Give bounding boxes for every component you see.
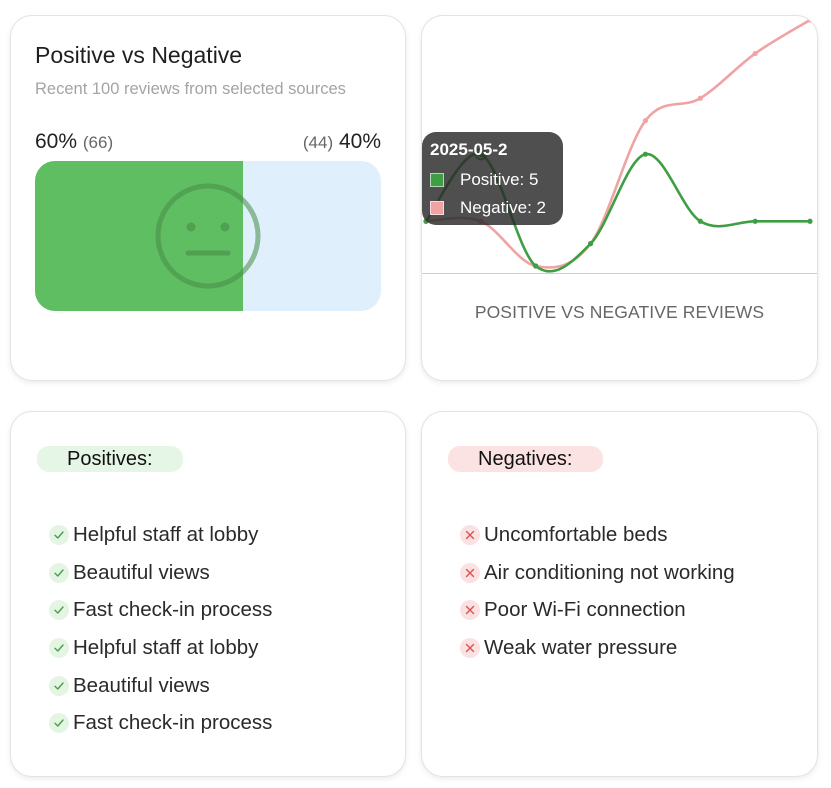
check-icon xyxy=(49,713,69,734)
neutral-face-icon xyxy=(155,183,261,289)
positive-list-item: Fast check-in process xyxy=(49,591,272,629)
positive-count: (66) xyxy=(82,133,114,152)
positive-list-item: Helpful staff at lobby xyxy=(49,516,272,554)
check-icon xyxy=(49,600,69,621)
x-axis-line xyxy=(422,273,817,274)
check-icon xyxy=(49,524,69,545)
negative-data-point[interactable] xyxy=(697,95,703,101)
positive-item-text: Helpful staff at lobby xyxy=(73,522,259,546)
cross-icon xyxy=(460,562,480,583)
negative-item-text: Air conditioning not working xyxy=(484,560,735,584)
negatives-heading: Negatives: xyxy=(448,446,603,472)
reviews-line-chart-card: POSITIVE VS NEGATIVE REVIEWS 2025-05-2 P… xyxy=(421,15,818,381)
positive-data-point[interactable] xyxy=(642,151,649,157)
positives-list: Helpful staff at lobby Beautiful views Fas… xyxy=(49,516,272,742)
positive-data-point[interactable] xyxy=(533,263,539,269)
tooltip-negative-row: Negative: 2 xyxy=(430,194,563,222)
negative-swatch-icon xyxy=(430,201,444,215)
positive-item-text: Fast check-in process xyxy=(73,598,273,622)
positive-list-item: Fast check-in process xyxy=(49,704,272,742)
positives-card: Positives: Helpful staff at lobby Beautif… xyxy=(10,411,406,777)
negative-list-item: Poor Wi-Fi connection xyxy=(460,591,735,629)
negative-list-item: Uncomfortable beds xyxy=(460,516,735,554)
positive-pct-value: 60% xyxy=(35,130,78,153)
positive-list-item: Helpful staff at lobby xyxy=(49,629,272,667)
positive-item-text: Beautiful views xyxy=(73,673,210,697)
tooltip-negative-label: Negative: 2 xyxy=(460,198,546,217)
positive-list-item: Beautiful views xyxy=(49,554,272,592)
sentiment-ratio-bar xyxy=(35,161,381,311)
tooltip-positive-label: Positive: 5 xyxy=(460,170,539,189)
positives-heading: Positives: xyxy=(37,446,183,472)
tooltip-positive-row: Positive: 5 xyxy=(430,166,563,194)
chart-caption: POSITIVE VS NEGATIVE REVIEWS xyxy=(474,302,765,322)
positive-item-text: Fast check-in process xyxy=(73,711,273,735)
cross-icon xyxy=(460,524,480,545)
card-subtitle: Recent 100 reviews from selected sources xyxy=(35,80,346,98)
sentiment-summary-card: Positive vs Negative Recent 100 reviews … xyxy=(10,15,406,381)
negative-pct-value: 40% xyxy=(338,130,381,153)
cross-icon xyxy=(460,600,480,621)
positive-data-point[interactable] xyxy=(807,218,813,224)
negative-item-text: Poor Wi-Fi connection xyxy=(484,598,686,622)
negatives-list: Uncomfortable beds Air conditioning not w… xyxy=(460,516,735,667)
card-title: Positive vs Negative xyxy=(35,42,243,68)
negative-list-item: Air conditioning not working xyxy=(460,554,735,592)
positive-item-text: Beautiful views xyxy=(73,560,210,584)
negative-item-text: Uncomfortable beds xyxy=(484,522,668,546)
positive-swatch-icon xyxy=(430,173,444,187)
positive-item-text: Helpful staff at lobby xyxy=(73,635,259,659)
negative-series-line xyxy=(425,18,811,269)
check-icon xyxy=(49,637,69,658)
negative-data-point[interactable] xyxy=(752,50,758,57)
negative-percentage: (44) 40% xyxy=(303,130,381,154)
positive-percentage: 60% (66) xyxy=(35,130,113,154)
check-icon xyxy=(49,675,69,696)
negative-data-point[interactable] xyxy=(642,118,649,124)
positive-list-item: Beautiful views xyxy=(49,667,272,705)
negative-count: (44) xyxy=(302,133,334,152)
negatives-card: Negatives: Uncomfortable beds Air conditi… xyxy=(421,411,818,777)
positive-data-point[interactable] xyxy=(587,241,594,247)
negative-data-point[interactable] xyxy=(807,17,813,23)
check-icon xyxy=(49,562,69,583)
tooltip-date: 2025-05-2 xyxy=(430,140,508,159)
cross-icon xyxy=(460,637,480,658)
chart-tooltip: 2025-05-2 Positive: 5 Negative: 2 xyxy=(422,132,563,225)
positive-data-point[interactable] xyxy=(752,218,758,224)
positive-data-point[interactable] xyxy=(697,218,703,224)
negative-list-item: Weak water pressure xyxy=(460,629,735,667)
negative-item-text: Weak water pressure xyxy=(484,635,678,659)
